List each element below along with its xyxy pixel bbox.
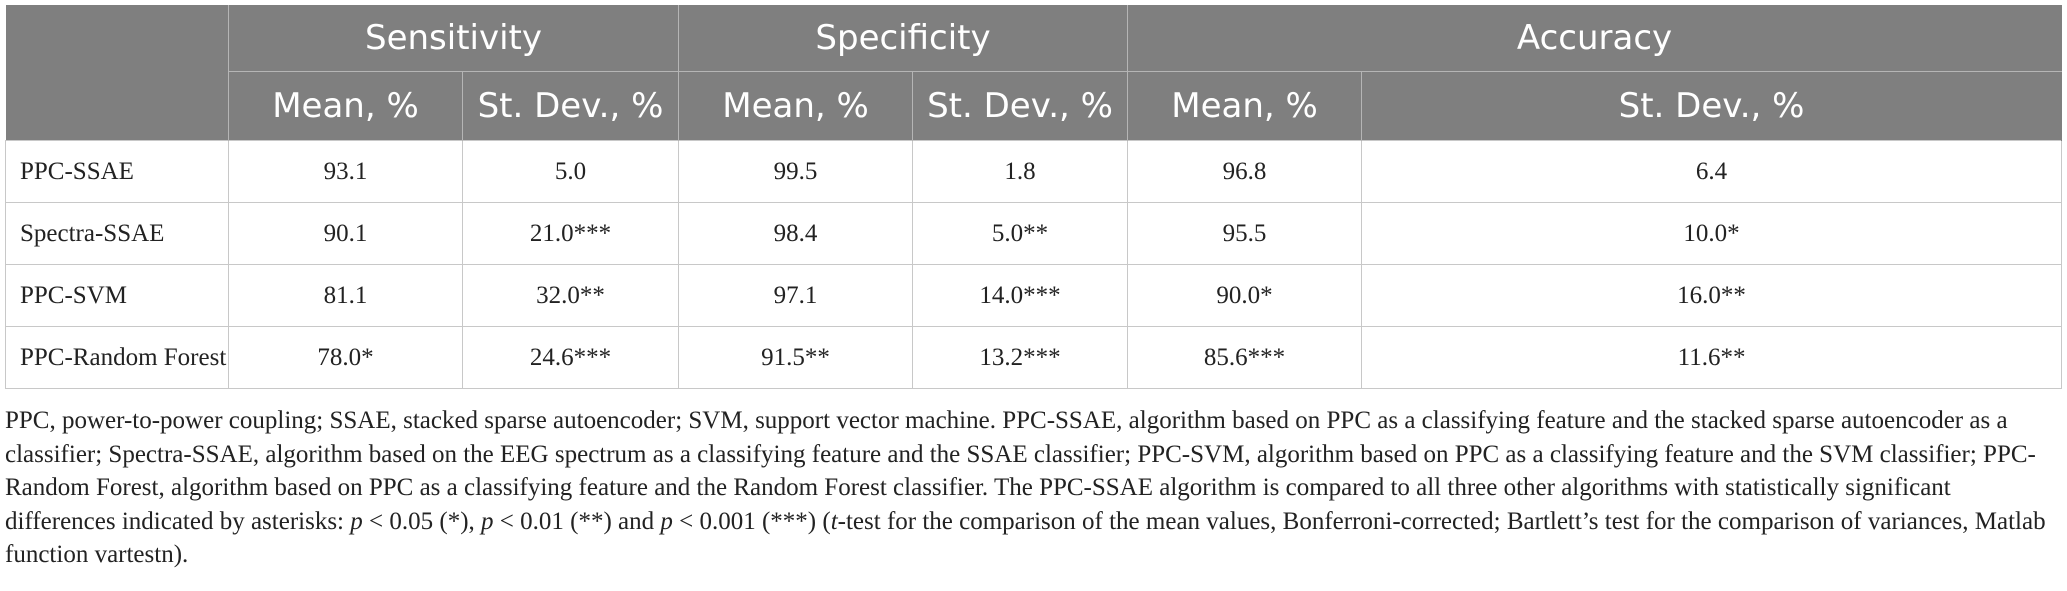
subheader-sensitivity-stdev: St. Dev., % — [462, 71, 680, 141]
footnote-p-symbol: p — [481, 507, 494, 535]
table-row: PPC-SSAE 93.1 5.0 99.5 1.8 96.8 6.4 — [5, 140, 2063, 203]
table-cell: 90.0* — [1127, 264, 1363, 327]
table-cell: 99.5 — [678, 140, 914, 203]
header-specificity: Specificity — [678, 5, 1129, 72]
table-cell: 24.6*** — [461, 326, 680, 389]
row-label: PPC-SSAE — [5, 140, 229, 203]
subheader-specificity-stdev: St. Dev., % — [912, 71, 1129, 141]
table-cell: 95.5 — [1127, 202, 1363, 265]
table-cell: 14.0*** — [912, 264, 1129, 327]
footnote-p-symbol: p — [350, 507, 363, 535]
table-footnote: PPC, power-to-power coupling; SSAE, stac… — [5, 404, 2055, 572]
footnote-text: < 0.001 (***) ( — [672, 507, 831, 535]
header-accuracy: Accuracy — [1127, 5, 2063, 72]
table-cell: 98.4 — [678, 202, 914, 265]
table-cell: 1.8 — [912, 140, 1129, 203]
footnote-text: -test for the comparison of the mean val… — [5, 507, 2046, 569]
table-row: PPC-Random Forest 78.0* 24.6*** 91.5** 1… — [5, 326, 2063, 389]
subheader-specificity-mean: Mean, % — [678, 71, 914, 141]
table-row: Spectra-SSAE 90.1 21.0*** 98.4 5.0** 95.… — [5, 202, 2063, 265]
footnote-t-symbol: t — [830, 507, 838, 535]
table-cell: 32.0** — [461, 264, 680, 327]
table-cell: 5.0 — [461, 140, 680, 203]
row-label: Spectra-SSAE — [5, 202, 229, 265]
footnote-text: PPC, power-to-power coupling; SSAE, stac… — [5, 407, 2036, 535]
table-cell: 10.0* — [1361, 202, 2063, 265]
subheader-accuracy-mean: Mean, % — [1127, 71, 1363, 141]
table-cell: 91.5** — [678, 326, 914, 389]
header-sensitivity: Sensitivity — [228, 5, 680, 72]
table-cell: 85.6*** — [1127, 326, 1363, 389]
row-label: PPC-SVM — [5, 264, 229, 327]
table-cell: 13.2*** — [912, 326, 1129, 389]
table-cell: 96.8 — [1127, 140, 1363, 203]
subheader-sensitivity-mean: Mean, % — [228, 71, 463, 141]
table-cell: 5.0** — [912, 202, 1129, 265]
footnote-p-symbol: p — [660, 507, 673, 535]
table-cell: 78.0* — [228, 326, 463, 389]
table-cell: 6.4 — [1361, 140, 2063, 203]
footnote-text: < 0.01 (**) and — [493, 507, 661, 535]
results-table-container: Sensitivity Specificity Accuracy Mean, %… — [5, 5, 2063, 389]
subheader-accuracy-stdev: St. Dev., % — [1361, 71, 2063, 141]
table-cell: 81.1 — [228, 264, 463, 327]
table-cell: 21.0*** — [461, 202, 680, 265]
table-cell: 97.1 — [678, 264, 914, 327]
table-row: PPC-SVM 81.1 32.0** 97.1 14.0*** 90.0* 1… — [5, 264, 2063, 327]
table-cell: 93.1 — [228, 140, 463, 203]
row-label: PPC-Random Forest — [5, 326, 229, 389]
results-table: Sensitivity Specificity Accuracy Mean, %… — [5, 5, 2063, 389]
table-cell: 90.1 — [228, 202, 463, 265]
header-corner — [5, 5, 229, 141]
table-cell: 11.6** — [1361, 326, 2063, 389]
table-cell: 16.0** — [1361, 264, 2063, 327]
footnote-text: < 0.05 (*), — [362, 507, 482, 535]
